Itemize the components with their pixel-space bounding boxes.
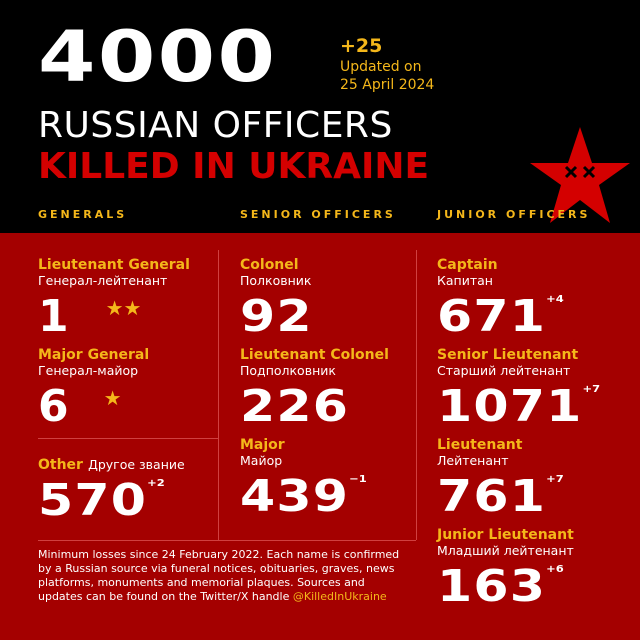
total-delta: +25	[340, 35, 383, 57]
rank-count: 226	[240, 381, 350, 432]
rank-captain: Captain Капитан 671+4	[437, 257, 564, 342]
rank-name: Lieutenant Colonel	[240, 347, 389, 363]
rank-name-ru: Майор	[240, 453, 283, 468]
two-stars-icon: ★★	[105, 296, 142, 320]
rank-count: 92	[240, 291, 313, 342]
updated-label: Updated on	[340, 59, 422, 75]
rank-name: Other	[38, 457, 83, 473]
rank-other: Other Другое звание 570+2	[38, 454, 185, 523]
updated-value: 25 April 2024	[340, 77, 435, 93]
rank-name: Colonel	[240, 257, 299, 273]
rank-lieutenant-colonel: Lieutenant Colonel Подполковник 226	[240, 347, 389, 429]
rank-name: Senior Lieutenant	[437, 347, 579, 363]
rank-delta: +6	[546, 564, 564, 575]
header-band	[0, 0, 640, 233]
divider	[416, 250, 417, 540]
section-generals: GENERALS	[38, 208, 128, 221]
rank-name-ru: Другое звание	[88, 457, 185, 472]
updated-date: Updated on 25 April 2024	[340, 58, 434, 94]
section-senior: SENIOR OFFICERS	[240, 208, 396, 221]
rank-name-ru: Подполковник	[240, 363, 336, 378]
rank-name-ru: Старший лейтенант	[437, 363, 571, 378]
rank-lieutenant: Lieutenant Лейтенант 761+7	[437, 437, 564, 522]
rank-name-ru: Капитан	[437, 273, 493, 288]
rank-count: 761	[437, 471, 547, 522]
rank-name: Major	[240, 437, 285, 453]
rank-count: 439	[240, 471, 350, 522]
divider	[38, 438, 218, 439]
divider	[38, 540, 416, 541]
rank-major-general: Major General Генерал-майор 6 ★	[38, 347, 149, 429]
rank-lieutenant-general: Lieutenant General Генерал-лейтенант 1 ★★	[38, 257, 190, 339]
rank-name: Major General	[38, 347, 150, 363]
rank-delta: +7	[546, 474, 564, 485]
rank-name: Captain	[437, 257, 498, 273]
rank-senior-lieutenant: Senior Lieutenant Старший лейтенант 1071…	[437, 347, 600, 432]
twitter-handle-link[interactable]: @KilledInUkraine	[292, 590, 387, 603]
rank-name: Junior Lieutenant	[437, 527, 574, 543]
rank-count: 163	[437, 561, 547, 612]
rank-delta: +4	[546, 294, 564, 305]
title-line2: KILLED IN UKRAINE	[38, 146, 430, 187]
rank-name: Lieutenant General	[38, 257, 190, 273]
rank-count: 6	[38, 381, 70, 432]
rank-count: 1071	[437, 381, 583, 432]
rank-delta: +7	[582, 384, 601, 395]
red-star-icon	[530, 127, 630, 223]
rank-name-ru: Генерал-лейтенант	[38, 273, 168, 288]
rank-junior-lieutenant: Junior Lieutenant Младший лейтенант 163+…	[437, 527, 574, 609]
footer-note: Minimum losses since 24 February 2022. E…	[38, 548, 403, 604]
rank-count: 570	[38, 475, 148, 526]
footer-text: Minimum losses since 24 February 2022. E…	[38, 548, 400, 603]
rank-count: 671	[437, 291, 547, 342]
rank-name-ru: Генерал-майор	[38, 363, 139, 378]
rank-name-ru: Полковник	[240, 273, 312, 288]
divider	[218, 250, 219, 540]
section-junior: JUNIOR OFFICERS	[437, 208, 591, 221]
rank-major: Major Майор 439−1	[240, 437, 367, 522]
rank-name-ru: Младший лейтенант	[437, 543, 574, 558]
rank-count: 1	[38, 291, 70, 342]
rank-colonel: Colonel Полковник 92	[240, 257, 313, 342]
total-count: 4000	[38, 16, 278, 98]
rank-delta: +2	[147, 478, 165, 489]
star-icon: ★	[103, 386, 122, 410]
title-line1: RUSSIAN OFFICERS	[38, 105, 393, 146]
rank-name-ru: Лейтенант	[437, 453, 509, 468]
rank-delta: −1	[349, 474, 367, 485]
rank-name: Lieutenant	[437, 437, 523, 453]
